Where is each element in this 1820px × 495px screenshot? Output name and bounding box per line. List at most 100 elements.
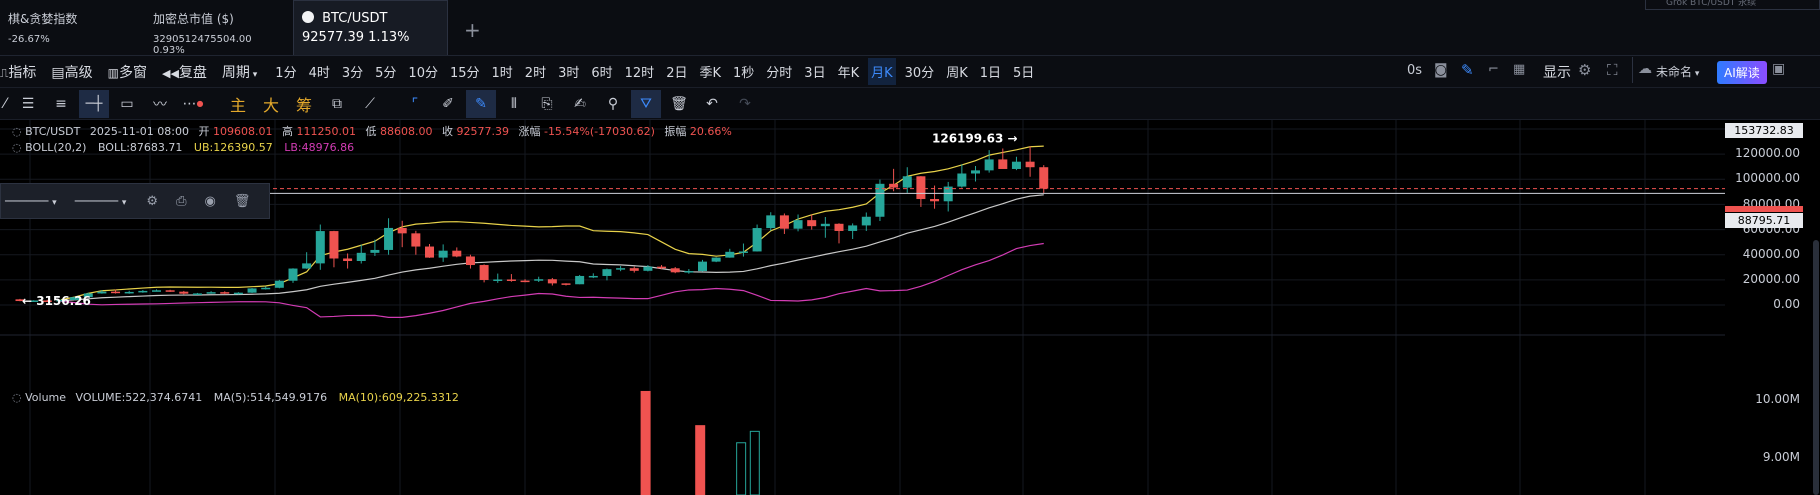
tab-fear-greed[interactable]: 棋&贪婪指数 -26.67% <box>0 0 140 55</box>
timeframe-2[interactable]: 3分 <box>341 66 364 81</box>
boll-middle-band <box>60 194 1044 302</box>
big-order-button[interactable]: 大 <box>262 95 279 115</box>
drawing-style-bar: ────── ▾ ────── ▾ ⚙ ⎙ ◉ 🗑 <box>0 183 270 219</box>
main-force-button[interactable]: 主 <box>229 95 246 115</box>
settings-icon[interactable]: ⚙ <box>146 193 159 209</box>
layout-name-dropdown[interactable]: 未命名 ▾ <box>1656 63 1699 80</box>
candle-body <box>629 268 639 271</box>
redo-icon[interactable]: ↷ <box>739 95 751 112</box>
topright-tab[interactable]: Grok BTC/USDT 永续 <box>1645 0 1820 10</box>
timeframe-17[interactable]: 月K <box>868 58 896 85</box>
layout-icon[interactable]: ▣ <box>1772 61 1786 77</box>
line-tool-icon[interactable]: ⁄ <box>3 95 7 112</box>
line-width-dropdown[interactable]: ────── ▾ <box>74 194 127 208</box>
candle-pair-icon[interactable]: ⫴ <box>511 95 517 112</box>
display-button[interactable]: 显示 <box>1543 65 1571 81</box>
period-dropdown[interactable]: 周期 ▾ <box>222 62 257 82</box>
crosshair-price-badge: 88795.71 <box>1725 213 1803 228</box>
tab-market-cap[interactable]: 加密总市值 ($) 3290512475504.00 0.93% <box>137 0 292 56</box>
timeframe-6[interactable]: 1时 <box>491 66 513 81</box>
measure-icon[interactable]: ⟋ <box>365 95 375 112</box>
candle-body <box>261 287 271 290</box>
lock-icon[interactable]: ⎙ <box>176 193 187 209</box>
timeframe-15[interactable]: 3日 <box>804 66 826 81</box>
filter-icon[interactable]: ⛛ <box>631 89 661 118</box>
indicator-button[interactable]: ⎍指标 <box>0 62 36 82</box>
boll-legend: ◌ BOLL(20,2) BOLL:87683.71 UB:126390.57 … <box>12 141 354 154</box>
candle-body <box>1011 161 1021 169</box>
timeframe-8[interactable]: 3时 <box>558 66 580 81</box>
wave-icon[interactable]: 〰 <box>153 96 167 113</box>
grid-view-icon[interactable]: ▦ <box>1513 62 1526 77</box>
candle-body <box>643 266 653 271</box>
timeframe-5[interactable]: 15分 <box>449 66 480 81</box>
undo-icon[interactable]: ↶ <box>706 95 718 112</box>
timeframe-14[interactable]: 分时 <box>766 66 793 81</box>
parallel-channel-icon[interactable]: ≡ <box>55 95 67 112</box>
candlestick-chart[interactable]: 126199.63 → ← 3156.26 <box>0 120 1725 495</box>
ruler-icon[interactable]: ✐ <box>442 95 454 112</box>
timeframe-19[interactable]: 周K <box>946 66 968 81</box>
timeframe-7[interactable]: 2时 <box>524 66 547 81</box>
horizontal-lines-icon[interactable]: ☰ <box>21 95 35 112</box>
bell-icon[interactable]: ◌ <box>12 141 26 154</box>
tab-title: 棋&贪婪指数 <box>8 12 78 26</box>
candle-body <box>220 292 230 294</box>
timeframe-20[interactable]: 1日 <box>979 66 1001 81</box>
horizontal-line-icon[interactable]: ─┼ <box>79 89 109 118</box>
camera-icon[interactable]: ◙ <box>1434 62 1448 78</box>
timeframe-11[interactable]: 2日 <box>666 66 688 81</box>
drawing-toolbar: ⁄ ☰ ≡ ─┼ ▭ 〰 ⋯ ● 主 大 筹 ⧉ ⟋ ⌜ ✐ ✎ ⫴ ⎘ ✍ ⚲ … <box>0 88 1820 120</box>
multi-window-button[interactable]: ▥多窗 <box>108 62 147 82</box>
price-tick: 20000.00 <box>1742 272 1800 287</box>
price-axis[interactable]: 140000.00120000.00100000.0080000.0060000… <box>1725 120 1820 495</box>
timeframe-12[interactable]: 季K <box>699 66 721 81</box>
volume-ma5: MA(5):514,549.9176 <box>213 391 328 404</box>
magnet-icon[interactable]: ⧉ <box>332 95 342 112</box>
eye-icon[interactable]: ◌ <box>12 391 26 404</box>
volume-tick: 9.00M <box>1762 450 1800 464</box>
fullscreen-icon[interactable]: ⛶ <box>1607 61 1618 79</box>
tab-bar: 棋&贪婪指数 -26.67% 加密总市值 ($) 3290512475504.0… <box>0 0 1820 56</box>
drawing-mode-icon[interactable]: ✎ <box>466 89 496 118</box>
trash-icon[interactable]: 🗑 <box>670 95 688 112</box>
settings-icon[interactable]: ⚙ <box>1578 61 1592 79</box>
eye-icon[interactable]: ◉ <box>204 193 216 209</box>
timeframe-13[interactable]: 1秒 <box>733 66 755 81</box>
note-icon[interactable]: ✍ <box>574 95 586 112</box>
price-tick: 100000.00 <box>1735 171 1800 186</box>
tab-btc-usdt[interactable]: BTC/USDT 92577.39 1.13% <box>293 0 448 55</box>
timeframe-0[interactable]: 1分 <box>275 66 297 81</box>
chips-button[interactable]: 筹 <box>295 95 312 115</box>
candle-body <box>97 291 107 294</box>
line-style-dropdown[interactable]: ────── ▾ <box>5 194 57 208</box>
trash-icon[interactable]: 🗑 <box>233 193 251 209</box>
advanced-button[interactable]: ▤高级 <box>51 62 92 82</box>
expand-icon[interactable]: ⌐ <box>1488 62 1499 77</box>
more-tools-icon[interactable]: ⋯ ● <box>182 95 204 112</box>
period-label: 周期 <box>221 64 250 81</box>
crop-icon[interactable]: ⌜ <box>411 95 419 112</box>
candle-body <box>807 220 817 227</box>
tab-value: 92577.39 1.13% <box>302 30 410 45</box>
timeframe-18[interactable]: 30分 <box>904 66 935 81</box>
eye-icon[interactable]: ◌ <box>12 125 26 138</box>
vertical-scrollbar[interactable] <box>1813 240 1819 495</box>
clipboard-icon[interactable]: ⎘ <box>541 95 553 112</box>
link-icon[interactable]: ⚲ <box>607 95 619 112</box>
add-tab-icon[interactable]: + <box>464 18 481 42</box>
timeframe-1[interactable]: 4时 <box>308 66 330 81</box>
replay-button[interactable]: ◀◀复盘 <box>162 62 207 82</box>
pen-icon[interactable]: ✎ <box>1461 61 1474 79</box>
timeframe-9[interactable]: 6时 <box>591 66 613 81</box>
ai-interpret-button[interactable]: AI解读 <box>1717 61 1767 84</box>
candle-body <box>766 215 776 229</box>
timeframe-4[interactable]: 10分 <box>408 66 438 81</box>
candle-body <box>930 199 940 202</box>
timeframe-16[interactable]: 年K <box>837 66 860 81</box>
rectangle-icon[interactable]: ▭ <box>120 95 134 112</box>
timeframe-21[interactable]: 5日 <box>1013 66 1035 81</box>
timeframe-3[interactable]: 5分 <box>375 66 397 81</box>
timeframe-10[interactable]: 12时 <box>624 66 655 81</box>
candle-body <box>779 215 789 229</box>
